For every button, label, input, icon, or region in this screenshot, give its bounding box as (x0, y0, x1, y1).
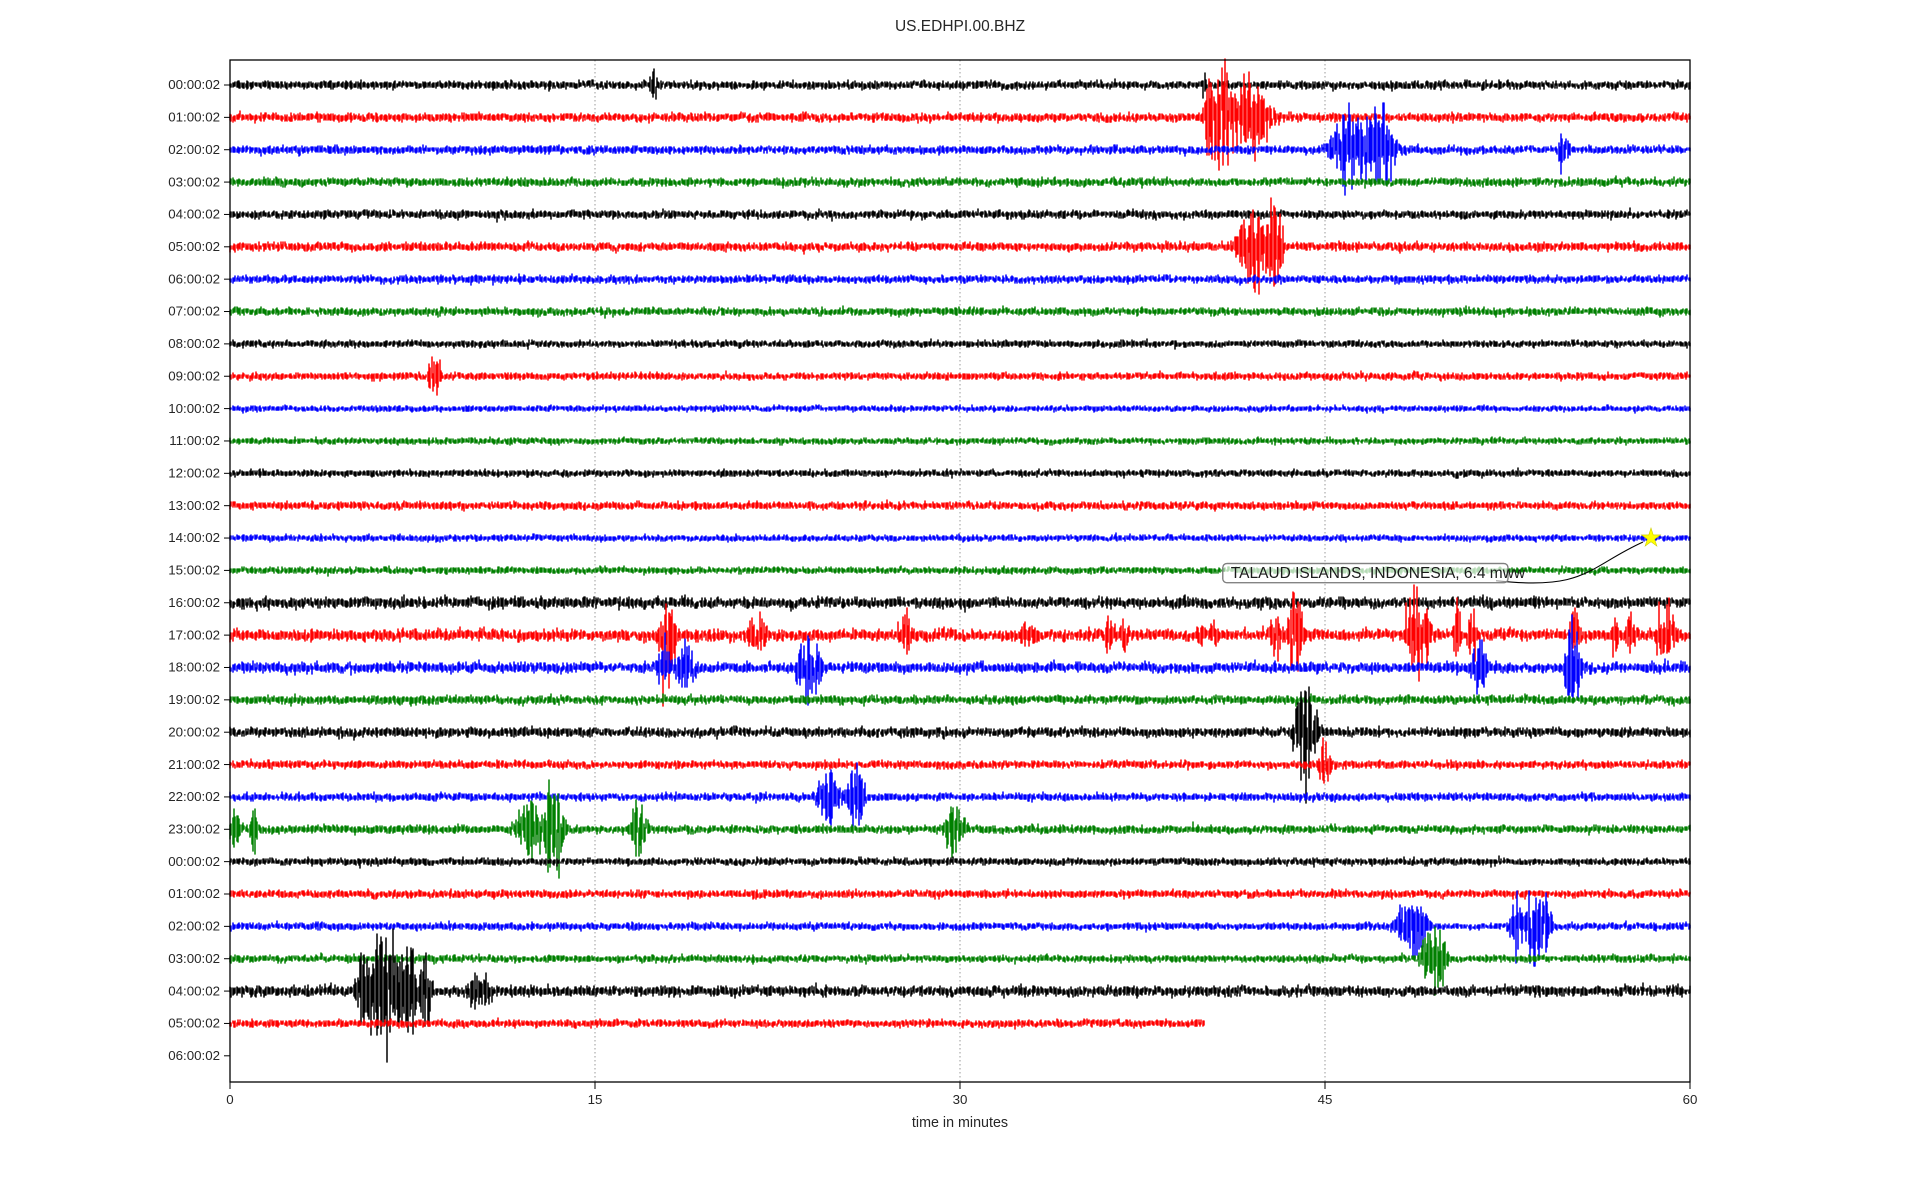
svg-text:00:00:02: 00:00:02 (168, 77, 220, 92)
svg-text:04:00:02: 04:00:02 (168, 207, 220, 222)
svg-text:05:00:02: 05:00:02 (168, 239, 220, 254)
svg-text:03:00:02: 03:00:02 (168, 174, 220, 189)
svg-text:03:00:02: 03:00:02 (168, 951, 220, 966)
svg-text:07:00:02: 07:00:02 (168, 304, 220, 319)
svg-text:06:00:02: 06:00:02 (168, 271, 220, 286)
svg-text:14:00:02: 14:00:02 (168, 530, 220, 545)
svg-text:01:00:02: 01:00:02 (168, 110, 220, 125)
svg-text:00:00:02: 00:00:02 (168, 854, 220, 869)
svg-text:15: 15 (588, 1092, 603, 1107)
svg-text:60: 60 (1683, 1092, 1698, 1107)
svg-text:06:00:02: 06:00:02 (168, 1048, 220, 1063)
svg-text:05:00:02: 05:00:02 (168, 1016, 220, 1031)
svg-text:04:00:02: 04:00:02 (168, 983, 220, 998)
svg-text:18:00:02: 18:00:02 (168, 660, 220, 675)
svg-text:10:00:02: 10:00:02 (168, 401, 220, 416)
svg-text:13:00:02: 13:00:02 (168, 498, 220, 513)
svg-text:19:00:02: 19:00:02 (168, 692, 220, 707)
svg-text:11:00:02: 11:00:02 (169, 433, 220, 448)
svg-text:09:00:02: 09:00:02 (168, 368, 220, 383)
svg-text:08:00:02: 08:00:02 (168, 336, 220, 351)
svg-text:15:00:02: 15:00:02 (168, 563, 220, 578)
svg-text:12:00:02: 12:00:02 (168, 466, 220, 481)
svg-text:30: 30 (953, 1092, 968, 1107)
svg-text:0: 0 (226, 1092, 233, 1107)
svg-text:45: 45 (1318, 1092, 1333, 1107)
svg-text:20:00:02: 20:00:02 (168, 724, 220, 739)
svg-text:17:00:02: 17:00:02 (168, 627, 220, 642)
svg-text:02:00:02: 02:00:02 (168, 919, 220, 934)
svg-text:US.EDHPI.00.BHZ: US.EDHPI.00.BHZ (895, 18, 1025, 35)
svg-text:22:00:02: 22:00:02 (168, 789, 220, 804)
svg-text:time in minutes: time in minutes (912, 1115, 1008, 1131)
svg-text:23:00:02: 23:00:02 (168, 821, 220, 836)
svg-text:02:00:02: 02:00:02 (168, 142, 220, 157)
svg-text:16:00:02: 16:00:02 (168, 595, 220, 610)
svg-text:01:00:02: 01:00:02 (168, 886, 220, 901)
svg-text:TALAUD ISLANDS, INDONESIA, 6.4: TALAUD ISLANDS, INDONESIA, 6.4 mww (1231, 565, 1526, 582)
svg-text:21:00:02: 21:00:02 (168, 757, 220, 772)
